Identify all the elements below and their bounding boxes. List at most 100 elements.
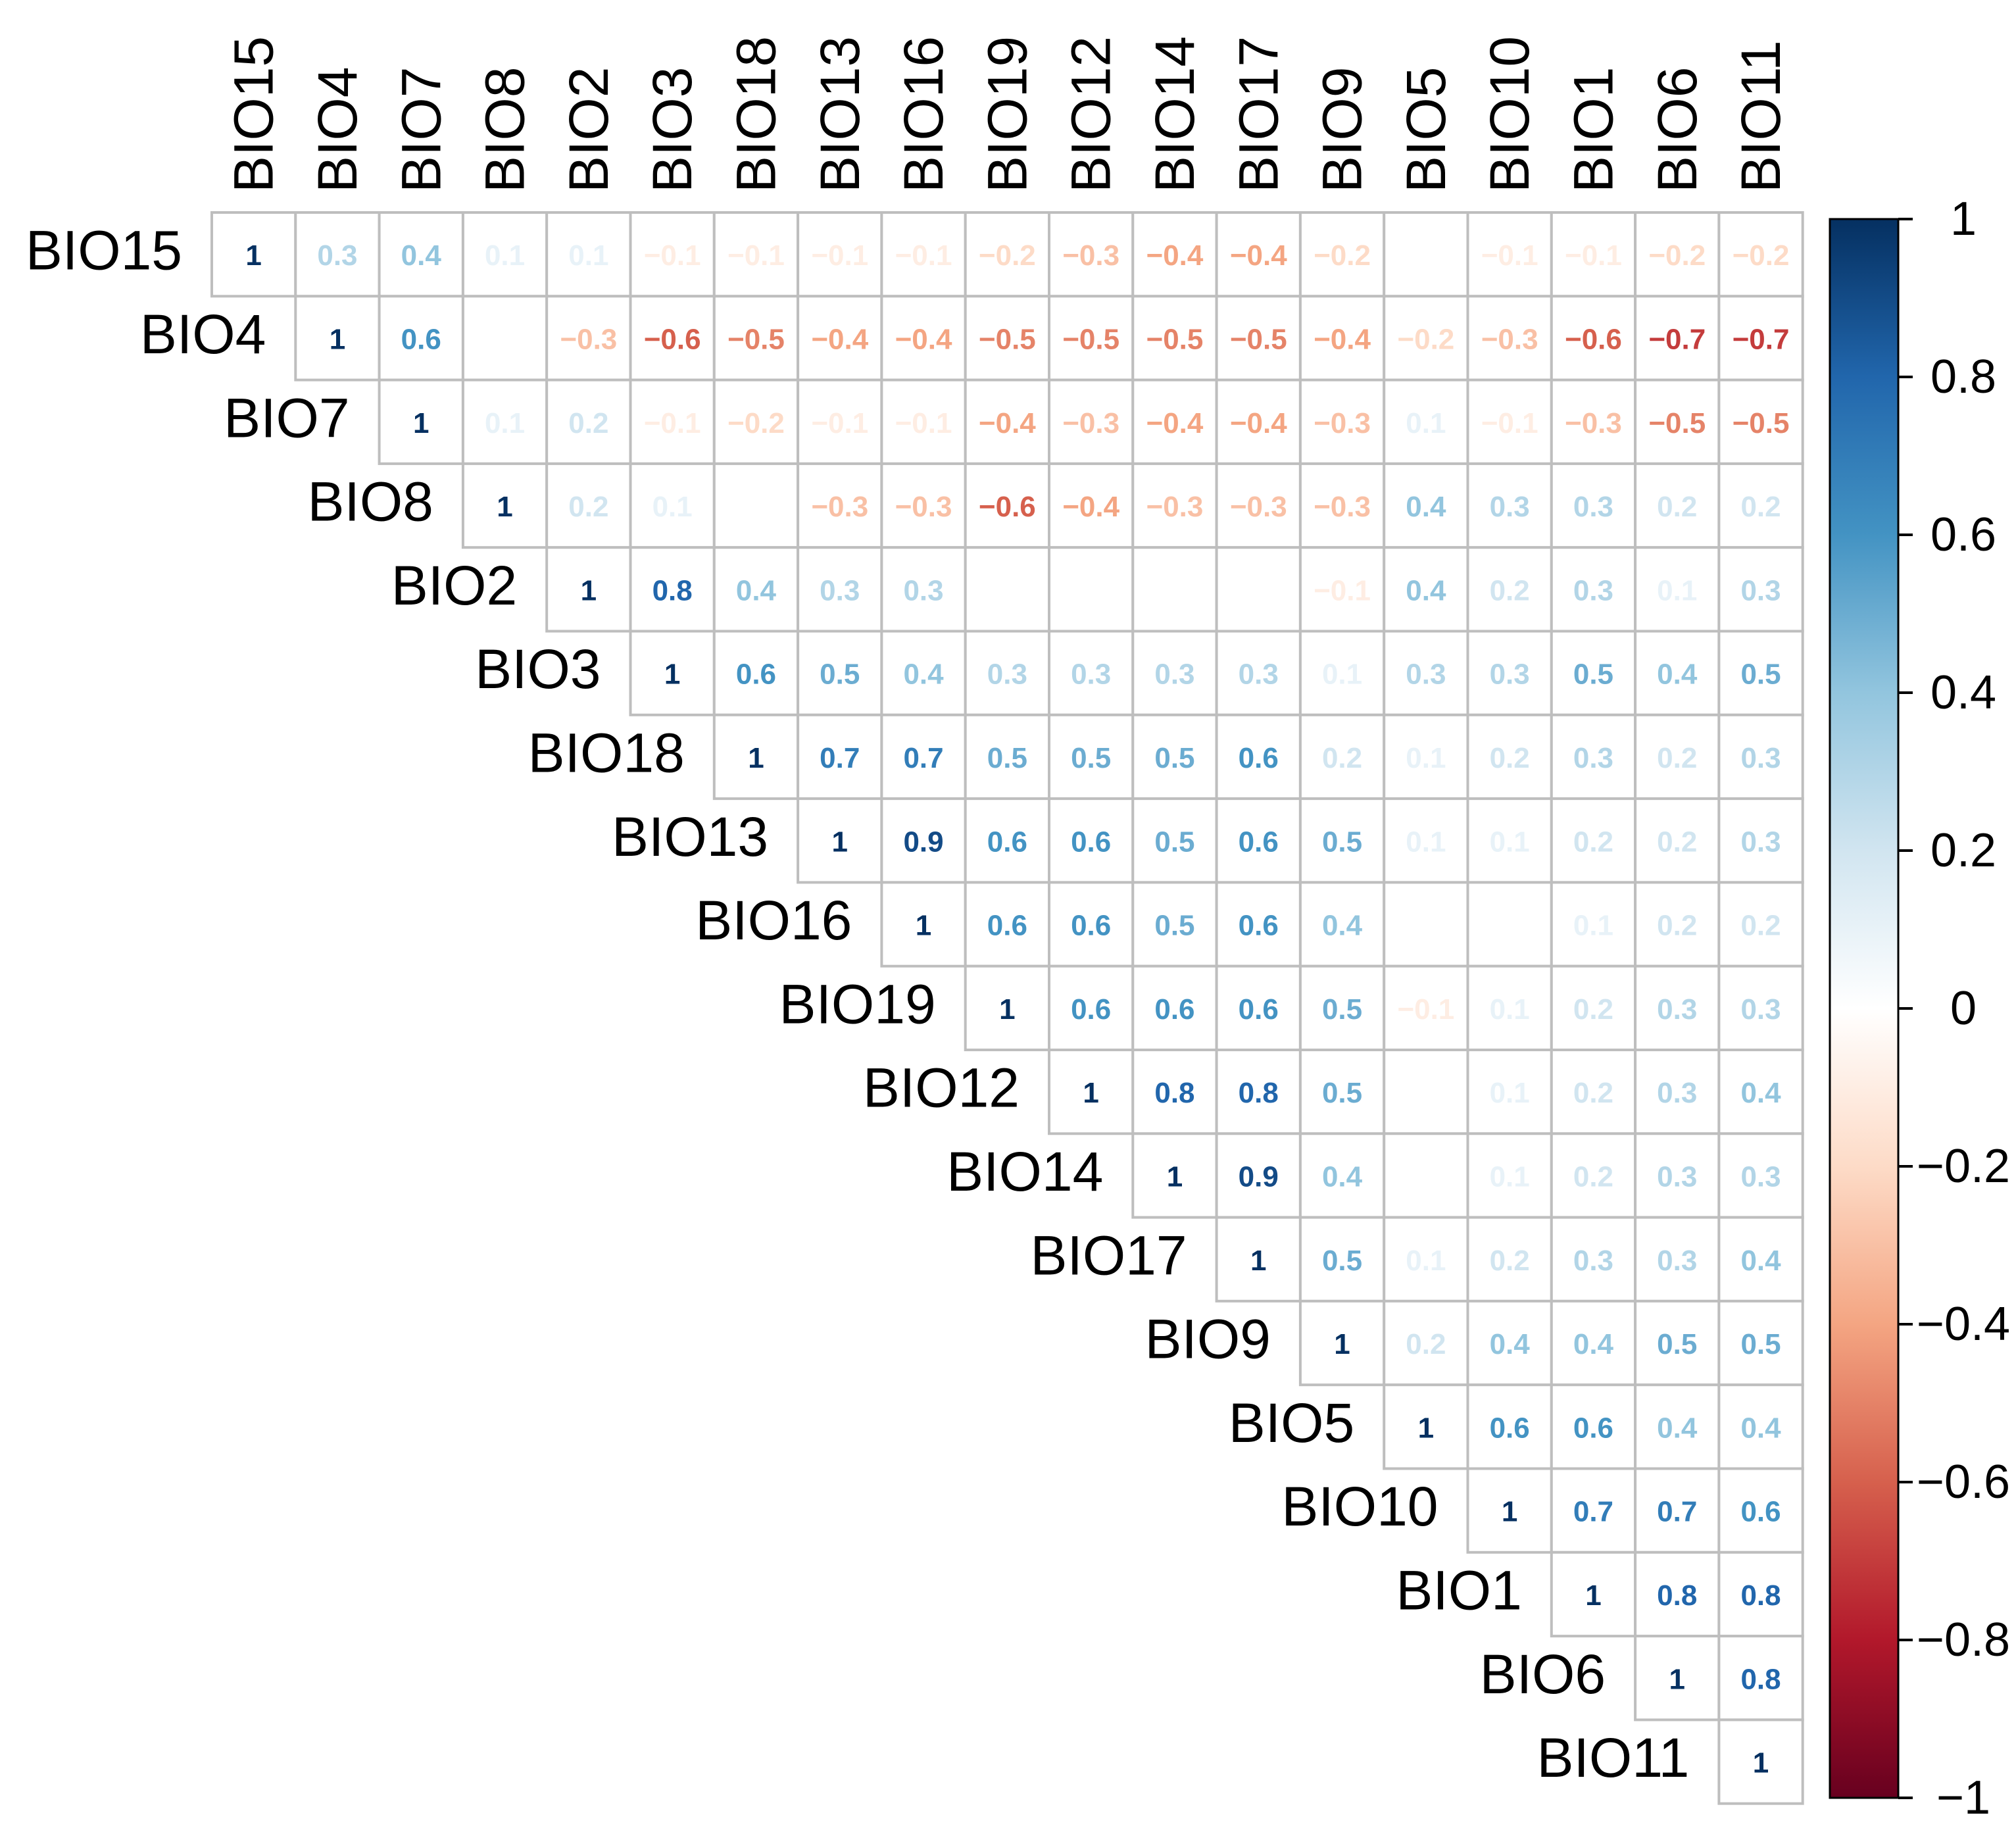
matrix-cell: [1215, 546, 1302, 633]
cell-value-label: 0.1: [1490, 993, 1530, 1026]
cell-value-label: 1: [330, 323, 345, 355]
matrix-cell: [964, 211, 1050, 298]
matrix-cell: [545, 546, 632, 633]
cell-value-label: −0.1: [644, 239, 701, 272]
matrix-cell: [1717, 1635, 1804, 1722]
matrix-cell: [1717, 211, 1804, 298]
matrix-cell: [797, 378, 883, 465]
matrix-cell: [1717, 1216, 1804, 1303]
matrix-cell: [1634, 546, 1721, 633]
cell-value-label: −0.1: [1397, 993, 1454, 1026]
matrix-cell: [1383, 1132, 1469, 1219]
matrix-cell: [461, 295, 549, 382]
cell-value-label: −0.4: [895, 323, 952, 355]
matrix-cell: [1634, 211, 1721, 298]
cell-value-label: −0.1: [644, 407, 701, 439]
cell-value-label: 0.3: [1071, 658, 1111, 691]
cell-value-label: −0.3: [1062, 407, 1119, 439]
matrix-cell: [1215, 630, 1302, 716]
matrix-cell: [1383, 462, 1469, 549]
cell-value-label: 1: [581, 574, 597, 607]
cell-value-label: 0.8: [1657, 1579, 1697, 1612]
cell-value-label: −0.5: [1648, 407, 1706, 439]
matrix-cell: [712, 462, 800, 549]
cell-value-label: −0.3: [1314, 407, 1371, 439]
cell-value-label: −0.7: [1648, 323, 1706, 355]
matrix-cell: [797, 546, 883, 633]
row-labels: BIO15 BIO4 BIO7 BIO8 BIO2 BIO3 BIO18 BIO13 BIO16…: [26, 220, 1690, 1789]
matrix-cell: [964, 462, 1050, 549]
cell-value-label: 0.5: [987, 742, 1027, 774]
matrix-cell: [1048, 462, 1135, 549]
colorbar-tick-label: 0.6: [1930, 509, 1996, 561]
matrix-cell: [1634, 964, 1721, 1051]
cell-value-label: 0.5: [1154, 910, 1194, 942]
matrix-cell: [1131, 462, 1218, 549]
matrix-cells: 1 0.3 0.4 0.1 0.1 −0.1 −0.1 −0.1 −0.1 −0.2 −0.3 −0.…: [210, 211, 1804, 1805]
matrix-cell: [461, 462, 549, 549]
colorbar-tick-label: 0.2: [1930, 824, 1996, 877]
matrix-cell: [1550, 1049, 1637, 1135]
cell-value-label: 0.4: [1322, 910, 1363, 942]
cell-value-label: −0.2: [979, 239, 1036, 272]
cell-value-label: 0.6: [1239, 910, 1279, 942]
cell-value-label: 0.2: [1573, 1160, 1613, 1193]
cell-value-label: 0.8: [652, 574, 693, 607]
cell-value-label: 0.3: [1573, 574, 1613, 607]
matrix-cell: [1215, 211, 1302, 298]
cell-value-label: 0.1: [1406, 826, 1446, 858]
cell-value-label: 0.3: [317, 239, 357, 272]
cell-value-label: 0.1: [1406, 407, 1446, 439]
cell-value-label: −0.4: [811, 323, 868, 355]
cell-value-label: 0.3: [1239, 658, 1279, 691]
cell-value-label: 0.1: [568, 239, 608, 272]
cell-value-label: 0.6: [1154, 993, 1194, 1026]
cell-value-label: 0.5: [1071, 742, 1111, 774]
row-label: BIO9: [1144, 1308, 1270, 1370]
cell-value-label: 0.5: [1322, 826, 1362, 858]
column-label: BIO13: [809, 36, 871, 193]
cell-value-label: 0.5: [1657, 1328, 1697, 1360]
row-label: BIO15: [26, 220, 182, 282]
cell-value-label: 0.3: [1154, 658, 1194, 691]
cell-value-label: 0.5: [1154, 742, 1194, 774]
cell-value-label: 0.2: [568, 407, 608, 439]
cell-value-label: −0.5: [1146, 323, 1204, 355]
cell-value-label: 0.7: [1573, 1496, 1613, 1528]
matrix-cell: [545, 462, 632, 549]
cell-value-label: −0.1: [1481, 239, 1538, 272]
column-label: BIO11: [1730, 40, 1792, 193]
matrix-cell: [1466, 713, 1553, 801]
cell-value-label: 1: [245, 239, 261, 272]
matrix-cell: [712, 378, 800, 465]
row-label: BIO6: [1480, 1643, 1606, 1705]
colorbar-tick-label: 0: [1950, 982, 1977, 1035]
column-label: BIO6: [1646, 67, 1708, 193]
matrix-cell: [629, 546, 716, 633]
cell-value-label: 1: [1753, 1747, 1769, 1779]
matrix-cell: [1298, 1049, 1386, 1135]
row-label: BIO17: [1030, 1224, 1187, 1286]
cell-value-label: −0.3: [1230, 491, 1287, 523]
cell-value-label: −0.1: [811, 407, 868, 439]
matrix-cell: [1550, 1467, 1637, 1554]
matrix-cell: [1550, 1132, 1637, 1219]
matrix-cell: [629, 211, 716, 298]
cell-value-label: 1: [1083, 1077, 1098, 1109]
matrix-cell: [1215, 1132, 1302, 1219]
cell-value-label: 1: [1250, 1245, 1266, 1277]
row-label: BIO12: [863, 1057, 1020, 1119]
cell-value-label: 0.3: [987, 658, 1027, 691]
cell-value-label: 0.2: [1573, 993, 1613, 1026]
cell-value-label: −0.1: [1565, 239, 1622, 272]
column-label: BIO19: [976, 36, 1038, 193]
cell-value-label: −0.2: [1648, 239, 1706, 272]
cell-value-label: 1: [748, 742, 764, 774]
matrix-cell: [1298, 211, 1386, 298]
cell-value-label: −0.1: [1314, 574, 1371, 607]
matrix-cell: [1048, 546, 1135, 633]
cell-value-label: −0.6: [1565, 323, 1622, 355]
cell-value-label: 0.1: [1490, 826, 1530, 858]
cell-value-label: −0.3: [1146, 491, 1204, 523]
column-label: BIO9: [1312, 67, 1373, 193]
